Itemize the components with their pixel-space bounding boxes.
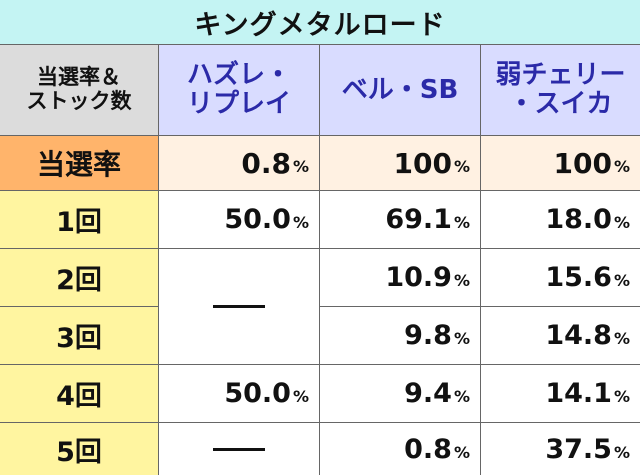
row-label-4: 4回 bbox=[0, 365, 158, 422]
win-rate-cherry-value: 100 bbox=[553, 146, 612, 180]
bell-row-2-value: 10.9 bbox=[385, 262, 452, 293]
grid-line bbox=[0, 190, 640, 191]
header-cherry-suika: 弱チェリー ・スイカ bbox=[481, 45, 640, 135]
percent-unit: % bbox=[613, 442, 630, 462]
row-label-1: 1回 bbox=[0, 191, 158, 248]
header-bell-sb: ベル・SB bbox=[320, 45, 480, 135]
bell-row-5-value: 0.8 bbox=[404, 433, 452, 465]
percent-unit: % bbox=[613, 387, 630, 406]
grid-line bbox=[158, 44, 159, 475]
hazure-rows-2-3 bbox=[159, 249, 319, 364]
bell-row-3: 9.8% bbox=[320, 307, 480, 364]
header-hazure-replay: ハズレ・ リプレイ bbox=[159, 45, 319, 135]
header-label-cell: 当選率＆ ストック数 bbox=[0, 45, 158, 135]
row-label-2: 2回 bbox=[0, 249, 158, 306]
bell-row-4-value: 9.4 bbox=[404, 378, 452, 409]
bell-row-1-value: 69.1 bbox=[385, 204, 452, 235]
grid-line bbox=[0, 135, 640, 136]
header-label-line-2: ストック数 bbox=[26, 89, 132, 113]
percent-unit: % bbox=[453, 156, 470, 176]
header-label-line-1: 当選率＆ bbox=[37, 65, 121, 90]
bell-row-4: 9.4% bbox=[320, 365, 480, 422]
hazure-row-1: 50.0% bbox=[159, 191, 319, 248]
hazure-row-4-value: 50.0 bbox=[224, 378, 291, 409]
row-label-5: 5回 bbox=[0, 423, 158, 475]
win-rate-bell-value: 100 bbox=[393, 146, 452, 180]
cherry-row-2-value: 15.6 bbox=[545, 262, 612, 293]
percent-unit: % bbox=[453, 271, 470, 290]
percent-unit: % bbox=[292, 156, 309, 176]
grid-line bbox=[0, 364, 640, 365]
cherry-row-3: 14.8% bbox=[481, 307, 640, 364]
percent-unit: % bbox=[613, 213, 630, 232]
cherry-row-4: 14.1% bbox=[481, 365, 640, 422]
percent-unit: % bbox=[613, 271, 630, 290]
percent-unit: % bbox=[292, 387, 309, 406]
bell-row-2: 10.9% bbox=[320, 249, 480, 306]
dash-mark bbox=[213, 305, 265, 308]
grid-line bbox=[319, 44, 320, 475]
win-rate-bell: 100% bbox=[320, 136, 480, 190]
grid-line bbox=[0, 248, 640, 249]
cherry-row-5: 37.5% bbox=[481, 423, 640, 475]
cherry-row-3-value: 14.8 bbox=[545, 320, 612, 351]
cherry-row-5-value: 37.5 bbox=[545, 433, 612, 465]
percent-unit: % bbox=[613, 329, 630, 348]
win-rate-hazure-value: 0.8 bbox=[241, 146, 291, 180]
percent-unit: % bbox=[292, 213, 309, 232]
bell-row-3-value: 9.8 bbox=[404, 320, 452, 351]
hazure-row-5 bbox=[159, 423, 319, 475]
percent-unit: % bbox=[453, 442, 470, 462]
table-title: キングメタルロード bbox=[0, 0, 640, 44]
percent-unit: % bbox=[453, 387, 470, 406]
grid-line bbox=[0, 44, 640, 45]
dash-mark bbox=[213, 447, 265, 451]
grid-line bbox=[0, 422, 640, 423]
win-rate-label: 当選率 bbox=[0, 136, 158, 190]
win-rate-hazure: 0.8% bbox=[159, 136, 319, 190]
header-cherry-line-2: ・スイカ bbox=[508, 89, 613, 119]
cherry-row-1-value: 18.0 bbox=[545, 204, 612, 235]
percent-unit: % bbox=[453, 213, 470, 232]
grid-line bbox=[0, 306, 159, 307]
grid-line bbox=[480, 44, 481, 475]
win-rate-cherry: 100% bbox=[481, 136, 640, 190]
cherry-row-2: 15.6% bbox=[481, 249, 640, 306]
bell-row-1: 69.1% bbox=[320, 191, 480, 248]
header-hazure-line-1: ハズレ・ bbox=[186, 60, 291, 91]
percent-unit: % bbox=[453, 329, 470, 348]
cherry-row-4-value: 14.1 bbox=[545, 378, 612, 409]
bell-row-5: 0.8% bbox=[320, 423, 480, 475]
header-bell-line-1: ベル・SB bbox=[341, 74, 459, 105]
header-cherry-line-1: 弱チェリー bbox=[495, 60, 626, 91]
percent-unit: % bbox=[613, 156, 630, 176]
hazure-row-1-value: 50.0 bbox=[224, 204, 291, 235]
cherry-row-1: 18.0% bbox=[481, 191, 640, 248]
row-label-3: 3回 bbox=[0, 307, 158, 364]
hazure-row-4: 50.0% bbox=[159, 365, 319, 422]
header-hazure-line-2: リプレイ bbox=[186, 89, 291, 119]
